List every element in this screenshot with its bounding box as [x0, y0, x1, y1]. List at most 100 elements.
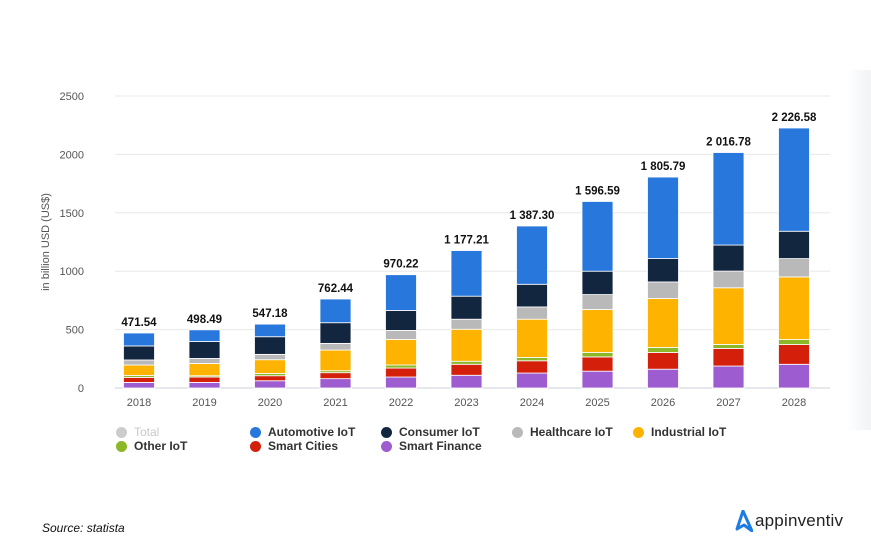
- x-tick-label: 2027: [716, 397, 740, 409]
- bar-segment-consumer-iot: [254, 336, 286, 355]
- x-tick-label: 2020: [258, 397, 282, 409]
- total-data-label: 1 387.30: [510, 210, 555, 222]
- bar-segment-automotive-iot: [123, 332, 155, 347]
- legend-label: Smart Cities: [268, 439, 339, 453]
- x-tick-label: 2024: [520, 397, 544, 409]
- legend-dot: [381, 440, 392, 452]
- bar-segment-healthcare-iot: [778, 258, 810, 278]
- bar-segment-smart-cities: [778, 344, 810, 365]
- logo-text: appinventiv: [755, 511, 844, 530]
- bar-segment-other-iot: [581, 352, 614, 358]
- legend-label: Automotive IoT: [268, 425, 356, 439]
- bar-segment-other-iot: [450, 360, 483, 365]
- y-tick-label: 2000: [60, 149, 84, 161]
- total-data-label: 1 596.59: [575, 185, 620, 197]
- bar-segment-smart-finance: [123, 381, 155, 389]
- bar-segment-smart-finance: [712, 365, 745, 389]
- bar-segment-smart-finance: [516, 372, 548, 389]
- total-data-label: 547.18: [252, 308, 288, 320]
- bar-segment-smart-finance: [450, 374, 483, 389]
- legend-label: Other IoT: [134, 439, 188, 453]
- legend-dot: [116, 426, 127, 438]
- bar-segment-automotive-iot: [647, 176, 679, 259]
- bar-segment-industrial-iot: [188, 363, 221, 377]
- legend-dot: [633, 426, 644, 438]
- x-tick-label: 2019: [192, 397, 216, 409]
- total-data-label: 471.54: [121, 317, 157, 329]
- logo-icon: [735, 510, 753, 532]
- bar-segment-smart-cities: [254, 375, 286, 382]
- bar-segment-industrial-iot: [319, 349, 352, 372]
- bar-segment-smart-cities: [712, 348, 745, 367]
- legend-item-finance[interactable]: Smart Finance: [381, 439, 482, 453]
- bar-segment-smart-finance: [319, 378, 352, 389]
- bar-segment-industrial-iot: [647, 298, 679, 348]
- bar-segment-automotive-iot: [450, 250, 483, 297]
- bar-segment-smart-finance: [188, 381, 221, 389]
- x-tick-label: 2025: [585, 397, 609, 409]
- bar-segment-healthcare-iot: [647, 281, 679, 299]
- legend-label: Consumer IoT: [399, 425, 480, 439]
- right-edge-shadow: [846, 70, 871, 430]
- total-data-label: 1 177.21: [444, 235, 489, 247]
- bar-segment-other-iot: [516, 356, 548, 362]
- bar-segment-consumer-iot: [123, 345, 155, 361]
- bar-segment-automotive-iot: [778, 127, 810, 232]
- bar-segment-automotive-iot: [516, 225, 548, 285]
- legend-item-other[interactable]: Other IoT: [116, 439, 187, 453]
- bar-segment-healthcare-iot: [516, 306, 548, 320]
- x-tick-label: 2018: [127, 397, 151, 409]
- bar-segment-smart-cities: [385, 367, 417, 378]
- bar-segment-automotive-iot: [254, 323, 286, 338]
- bar-segment-consumer-iot: [647, 258, 679, 283]
- bar-segment-smart-cities: [188, 376, 221, 383]
- bar-segment-industrial-iot: [712, 287, 745, 345]
- bar-segment-automotive-iot: [712, 152, 745, 246]
- bar-segment-smart-cities: [581, 356, 614, 372]
- bar-segment-consumer-iot: [778, 230, 810, 259]
- bar-segment-smart-cities: [450, 363, 483, 376]
- y-tick-label: 2500: [60, 91, 84, 103]
- x-tick-label: 2028: [782, 397, 806, 409]
- bar-segment-smart-finance: [254, 380, 286, 389]
- x-tick-label: 2023: [454, 397, 478, 409]
- bar-segment-industrial-iot: [581, 309, 614, 353]
- bar-segment-industrial-iot: [123, 364, 155, 376]
- bar-segment-automotive-iot: [581, 201, 614, 272]
- legend-dot: [250, 426, 261, 438]
- bar-segment-smart-finance: [778, 363, 810, 389]
- bar-segment-industrial-iot: [450, 328, 483, 362]
- legend-dot: [250, 440, 261, 452]
- bar-segment-healthcare-iot: [581, 294, 614, 310]
- bar-segment-industrial-iot: [516, 318, 548, 358]
- y-tick-label: 500: [66, 325, 84, 337]
- legend-item-cities[interactable]: Smart Cities: [250, 439, 338, 453]
- bar-segment-other-iot: [647, 347, 679, 353]
- legend-item-consumer[interactable]: Consumer IoT: [381, 425, 480, 439]
- bar-segment-consumer-iot: [712, 244, 745, 272]
- bar-segment-healthcare-iot: [385, 330, 417, 340]
- legend-dot: [512, 426, 523, 438]
- bar-segment-other-iot: [712, 344, 745, 349]
- source-note: Source: statista: [42, 521, 125, 535]
- y-tick-label: 1500: [60, 208, 84, 220]
- legend-label: Industrial IoT: [651, 425, 727, 439]
- total-data-label: 2 226.58: [772, 112, 817, 124]
- x-tick-label: 2022: [389, 397, 413, 409]
- bar-segment-healthcare-iot: [450, 318, 483, 330]
- total-data-label: 2 016.78: [706, 137, 751, 149]
- legend-item-industrial[interactable]: Industrial IoT: [633, 425, 726, 439]
- total-data-label: 498.49: [187, 314, 222, 326]
- legend-label: Healthcare IoT: [530, 425, 613, 439]
- legend-item-total[interactable]: Total: [116, 425, 159, 439]
- bar-segment-smart-cities: [319, 372, 352, 380]
- total-data-label: 970.22: [383, 259, 418, 271]
- bar-segment-consumer-iot: [450, 295, 483, 320]
- legend-item-healthcare[interactable]: Healthcare IoT: [512, 425, 613, 439]
- bar-segment-smart-cities: [123, 376, 155, 383]
- legend-item-automotive[interactable]: Automotive IoT: [250, 425, 355, 439]
- appinventiv-logo: appinventiv: [733, 510, 843, 532]
- bar-segment-healthcare-iot: [123, 359, 155, 366]
- legend-dot: [381, 426, 392, 438]
- x-tick-label: 2021: [323, 397, 347, 409]
